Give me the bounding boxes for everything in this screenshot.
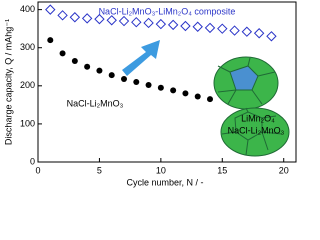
point: [266, 31, 277, 42]
point: [157, 84, 164, 91]
point: [69, 12, 81, 23]
point: [192, 21, 203, 32]
point: [47, 37, 54, 44]
annotation: NaCl-Li₂MnO₃: [67, 98, 124, 108]
x-tick-label: 10: [156, 165, 166, 175]
point: [143, 17, 154, 29]
illustration: [213, 56, 290, 157]
point: [194, 93, 201, 100]
chart: Discharge capacity, Q / mAhg⁻¹ Cycle num…: [3, 1, 297, 187]
point: [229, 25, 240, 36]
x-tick-label: 15: [217, 165, 227, 175]
point: [182, 90, 189, 97]
point: [96, 67, 103, 74]
point: [207, 96, 213, 103]
annotation: NaCl-Li₂MnO₃-LiMn₂O₄ composite: [99, 6, 236, 16]
point: [133, 79, 140, 85]
y-tick-label: 300: [20, 42, 35, 52]
y-tick-label: 400: [20, 4, 35, 14]
point: [59, 50, 66, 57]
point: [71, 58, 78, 65]
point: [118, 15, 130, 27]
point: [131, 16, 142, 28]
point: [204, 22, 216, 34]
y-tick-label: 200: [20, 80, 35, 90]
point: [155, 18, 167, 30]
y-axis-label: Discharge capacity, Q / mAhg⁻¹: [3, 19, 13, 145]
y-tick-label: 0: [30, 156, 35, 166]
x-tick-label: 0: [35, 165, 40, 175]
point: [170, 87, 177, 94]
y-tick-label: 100: [20, 118, 35, 128]
arrow: [122, 40, 160, 76]
point: [81, 13, 93, 24]
point: [253, 28, 265, 39]
point: [57, 10, 68, 21]
x-tick-label: 5: [97, 165, 102, 175]
point: [108, 72, 115, 79]
point: [241, 26, 253, 37]
point: [167, 19, 179, 31]
point: [94, 13, 105, 25]
point: [180, 20, 191, 32]
point: [84, 63, 91, 70]
point: [121, 75, 127, 82]
annotation: LiMn₂O₄: [241, 113, 275, 123]
point: [217, 23, 228, 34]
annotation: NaCl-Li₂MnO₃: [228, 125, 285, 135]
point: [45, 4, 56, 15]
point: [145, 82, 152, 89]
point: [106, 15, 117, 26]
x-axis-label: Cycle number, N / -: [126, 177, 203, 187]
plot-frame: [37, 1, 297, 163]
x-tick-label: 20: [279, 165, 289, 175]
